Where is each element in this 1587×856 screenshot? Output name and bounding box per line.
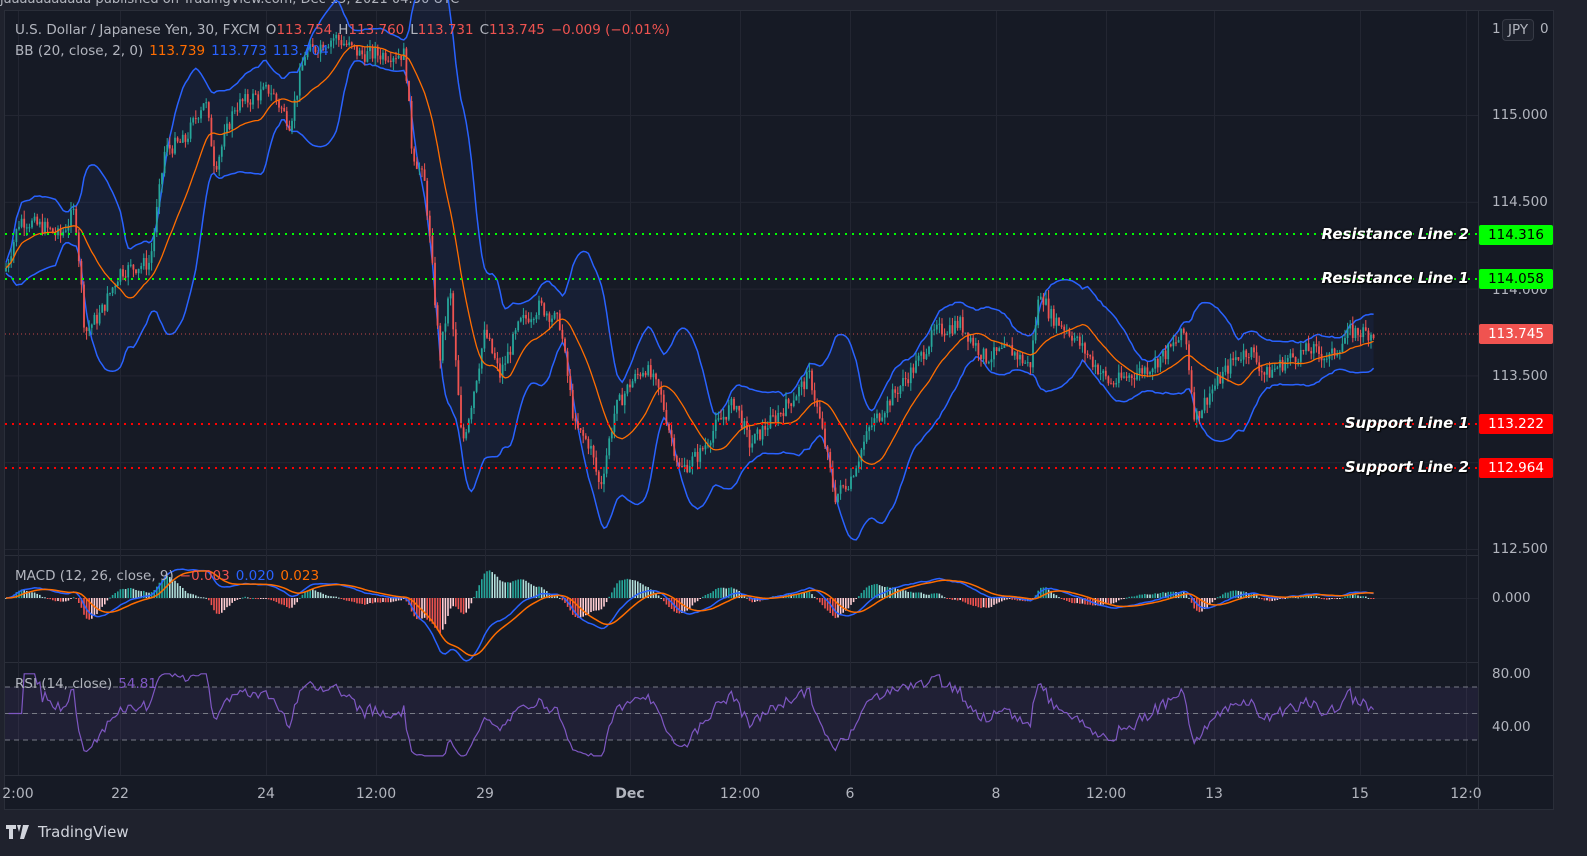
change-value: −0.009 (−0.01%) bbox=[550, 22, 670, 38]
price-tick: 114.500 bbox=[1492, 194, 1548, 210]
price-tick: 115.000 bbox=[1492, 107, 1548, 123]
time-tick: 12:0 bbox=[1450, 786, 1482, 802]
high-value: 113.760 bbox=[348, 22, 405, 38]
time-tick: 6 bbox=[845, 786, 855, 802]
open-value: 113.754 bbox=[276, 22, 333, 38]
macd-value: 0.020 bbox=[235, 568, 275, 584]
currency-badge[interactable]: JPY bbox=[1502, 19, 1535, 41]
time-tick: 8 bbox=[991, 786, 1001, 802]
macd-legend[interactable]: MACD (12, 26, close, 9) −0.003 0.020 0.023 bbox=[15, 568, 325, 584]
macd-histogram-value: −0.003 bbox=[179, 568, 230, 584]
last-price-tag: 113.745 bbox=[1479, 324, 1553, 344]
symbol-legend[interactable]: U.S. Dollar / Japanese Yen, 30, FXCM O113… bbox=[15, 22, 670, 38]
support-line-2-label: Support Line 2 bbox=[1344, 458, 1469, 476]
bb-lower: 113.704 bbox=[272, 43, 329, 59]
scale-right-digit: 0 bbox=[1540, 21, 1549, 37]
low-value: 113.731 bbox=[417, 22, 474, 38]
bb-upper: 113.773 bbox=[211, 43, 267, 59]
time-tick: 22 bbox=[111, 786, 129, 802]
resistance-line-1-price: 114.058 bbox=[1479, 269, 1553, 289]
time-tick: 12:00 bbox=[719, 786, 761, 802]
tradingview-logo-icon bbox=[6, 825, 29, 839]
close-value: 113.745 bbox=[489, 22, 545, 38]
rsi-value: 54.81 bbox=[118, 676, 157, 692]
price-tick: 112.500 bbox=[1492, 541, 1548, 557]
support-line-1-label: Support Line 1 bbox=[1344, 414, 1469, 432]
support-line-2-price: 112.964 bbox=[1479, 458, 1553, 478]
support-line-1-price: 113.222 bbox=[1479, 414, 1553, 434]
time-tick: 13 bbox=[1205, 786, 1223, 802]
brand-label: TradingView bbox=[38, 823, 129, 841]
resistance-line-2-label: Resistance Line 2 bbox=[1321, 225, 1469, 243]
time-tick: 2:00 bbox=[2, 786, 34, 802]
rsi-legend[interactable]: RSI (14, close) 54.81 bbox=[15, 676, 163, 692]
time-tick: 29 bbox=[476, 786, 494, 802]
rsi-label: RSI (14, close) bbox=[15, 676, 113, 692]
resistance-line-1-label: Resistance Line 1 bbox=[1321, 269, 1469, 287]
bb-basis: 113.739 bbox=[149, 43, 206, 59]
price-tick: 113.500 bbox=[1492, 368, 1548, 384]
published-line: jaaaaaaaaaaa published on TradingView.co… bbox=[0, 0, 459, 7]
bb-legend[interactable]: BB (20, close, 2, 0) 113.739 113.773 113.70… bbox=[15, 43, 335, 59]
rsi-tick: 40.00 bbox=[1492, 719, 1531, 735]
chart-frame bbox=[4, 10, 1554, 810]
resistance-line-2-price: 114.316 bbox=[1479, 225, 1553, 245]
time-tick: 12:00 bbox=[355, 786, 397, 802]
scale-left-digit: 1 bbox=[1492, 21, 1501, 37]
macd-signal-value: 0.023 bbox=[280, 568, 320, 584]
time-tick: Dec bbox=[615, 786, 645, 802]
bb-label: BB (20, close, 2, 0) bbox=[15, 43, 144, 59]
macd-label: MACD (12, 26, close, 9) bbox=[15, 568, 174, 584]
time-tick: 24 bbox=[257, 786, 275, 802]
symbol-name: U.S. Dollar / Japanese Yen, 30, FXCM bbox=[15, 22, 260, 38]
time-tick: 12:00 bbox=[1085, 786, 1127, 802]
tradingview-logo[interactable]: TradingView bbox=[6, 823, 129, 841]
rsi-tick: 80.00 bbox=[1492, 666, 1531, 682]
time-tick: 15 bbox=[1351, 786, 1369, 802]
macd-tick: 0.000 bbox=[1492, 590, 1531, 606]
